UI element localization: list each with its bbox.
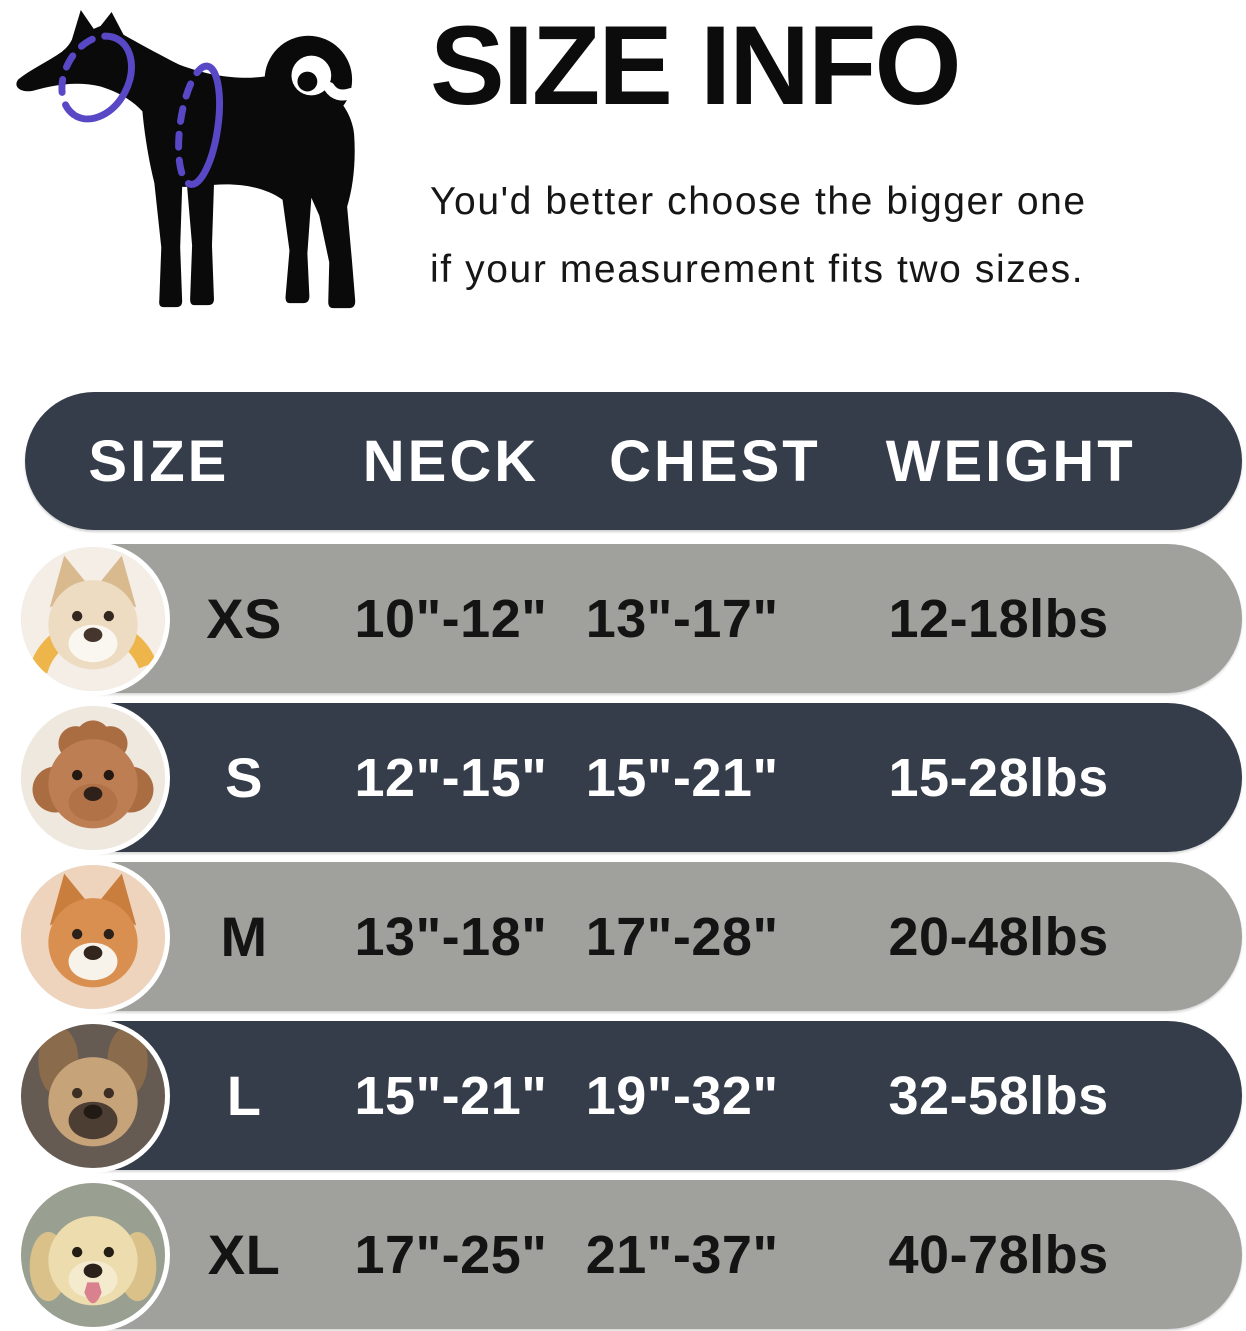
weight-range: 32-58lbs xyxy=(888,1065,1109,1126)
size-advice-text: You'd better choose the bigger one if you… xyxy=(430,168,1087,304)
size-table: SIZE NECK CHEST WEIGHT XS 10"-12" 13"-17… xyxy=(16,392,1242,1331)
neck-range: 10"-12" xyxy=(354,588,548,649)
shiba-inu-photo xyxy=(16,859,170,1014)
size-row-xs: XS 10"-12" 13"-17" 12-18lbs xyxy=(16,541,1242,696)
toy-poodle-photo xyxy=(16,700,170,855)
labrador-photo xyxy=(16,1177,170,1331)
chest-range: 13"-17" xyxy=(585,588,779,649)
neck-range: 17"-25" xyxy=(354,1224,548,1285)
size-table-header: SIZE NECK CHEST WEIGHT xyxy=(25,392,1242,530)
subtitle-line-1: You'd better choose the bigger one xyxy=(430,180,1087,223)
dog-measurement-diagram xyxy=(16,9,357,309)
chest-range: 21"-37" xyxy=(585,1224,779,1285)
neck-range: 15"-21" xyxy=(354,1065,548,1126)
column-header-size: SIZE xyxy=(88,428,230,494)
neck-measure-ring xyxy=(58,32,135,123)
size-row-xl: XL 17"-25" 21"-37" 40-78lbs xyxy=(16,1177,1242,1331)
weight-range: 12-18lbs xyxy=(888,588,1109,649)
subtitle-line-2: if your measurement fits two sizes. xyxy=(430,248,1085,291)
size-label: M xyxy=(220,905,268,968)
weight-range: 15-28lbs xyxy=(888,747,1109,808)
column-header-neck: NECK xyxy=(362,428,540,494)
size-label: L xyxy=(226,1064,262,1127)
column-header-chest: CHEST xyxy=(609,428,821,494)
page-title: SIZE INFO xyxy=(430,3,962,128)
size-table-rows: XS 10"-12" 13"-17" 12-18lbs S 12"-15" 15… xyxy=(16,541,1242,1331)
size-row-m: M 13"-18" 17"-28" 20-48lbs xyxy=(16,859,1242,1014)
chest-measure-ring xyxy=(175,62,223,188)
chest-range: 15"-21" xyxy=(585,747,779,808)
size-label: XL xyxy=(207,1223,281,1286)
neck-range: 12"-15" xyxy=(354,747,548,808)
pomeranian-puppy-photo xyxy=(16,541,170,696)
chest-range: 17"-28" xyxy=(585,906,779,967)
chest-range: 19"-32" xyxy=(585,1065,779,1126)
weight-range: 40-78lbs xyxy=(888,1224,1109,1285)
neck-range: 13"-18" xyxy=(354,906,548,967)
column-header-weight: WEIGHT xyxy=(885,428,1136,494)
size-row-l: L 15"-21" 19"-32" 32-58lbs xyxy=(16,1018,1242,1173)
size-row-s: S 12"-15" 15"-21" 15-28lbs xyxy=(16,700,1242,855)
dog-curled-tail xyxy=(264,35,357,124)
size-label: XS xyxy=(206,587,282,650)
weight-range: 20-48lbs xyxy=(888,906,1109,967)
french-bulldog-photo xyxy=(16,1018,170,1173)
size-label: S xyxy=(225,746,263,809)
